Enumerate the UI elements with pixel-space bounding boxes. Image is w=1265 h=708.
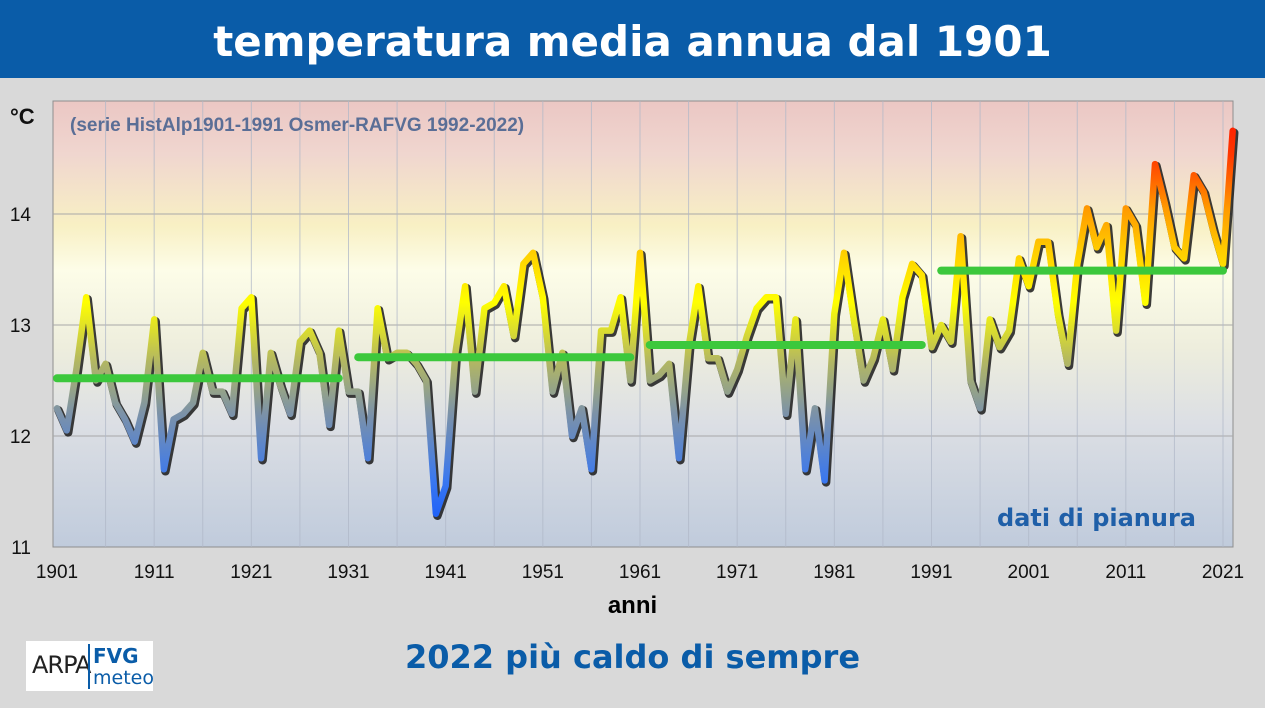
arpa-fvg-meteo-logo: ARPA FVG meteo [26, 641, 154, 691]
logo-arpa-text: ARPA [32, 651, 91, 679]
logo-meteo-text: meteo [88, 667, 154, 689]
x-tick-label: 2011 [1105, 562, 1146, 583]
x-tick-label: 1931 [327, 562, 369, 583]
series-line [53, 127, 1236, 517]
y-axis-label: °C [10, 104, 35, 129]
y-tick-label: 13 [10, 316, 31, 337]
plot-background [52, 100, 1234, 548]
y-tick-label: 11 [11, 538, 31, 559]
period-means [53, 266, 1227, 383]
x-axis-label: anni [607, 592, 658, 619]
y-tick-label: 14 [10, 205, 32, 226]
footer-headline: 2022 più caldo di sempre [404, 638, 861, 676]
x-tick-label: 2001 [1008, 562, 1050, 583]
y-tick-label: 12 [10, 427, 31, 448]
x-tick-label: 1951 [522, 562, 564, 583]
y-ticks: 11 12 13 14 [10, 205, 32, 559]
logo-fvg-text: FVG [88, 644, 139, 668]
title-bar [0, 0, 1265, 78]
x-tick-label: 2021 [1202, 562, 1244, 583]
x-tick-label: 1961 [619, 562, 661, 583]
x-tick-label: 1921 [230, 562, 272, 583]
x-ticks: 1901 1911 1921 1931 1941 1951 1961 1971 1981 1991… [36, 562, 1244, 583]
x-tick-label: 1981 [813, 562, 855, 583]
x-tick-label: 1991 [910, 562, 952, 583]
grid [53, 101, 1233, 547]
page-title: temperatura media annua dal 1901 [213, 17, 1052, 66]
x-tick-label: 1901 [36, 562, 78, 583]
x-tick-label: 1971 [716, 562, 758, 583]
x-tick-label: 1911 [134, 562, 175, 583]
series-group [53, 127, 1239, 520]
x-tick-label: 1941 [425, 562, 467, 583]
chart-subtitle: (serie HistAlp1901-1991 Osmer-RAFVG 1992… [70, 115, 524, 136]
chart-annotation: dati di pianura [997, 504, 1196, 532]
